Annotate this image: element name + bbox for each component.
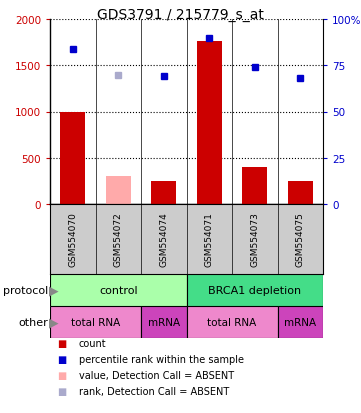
Bar bbox=[197, 42, 222, 204]
Bar bbox=[278, 306, 323, 338]
Text: BRCA1 depletion: BRCA1 depletion bbox=[208, 285, 301, 295]
Text: ▶: ▶ bbox=[49, 284, 58, 297]
Text: GSM554070: GSM554070 bbox=[68, 212, 77, 267]
Text: GSM554075: GSM554075 bbox=[296, 212, 305, 267]
Text: other: other bbox=[18, 317, 48, 327]
Bar bbox=[106, 177, 131, 204]
Bar bbox=[151, 181, 176, 204]
Bar bbox=[60, 112, 85, 204]
Text: mRNA: mRNA bbox=[148, 317, 180, 327]
Text: control: control bbox=[99, 285, 138, 295]
Text: GSM554073: GSM554073 bbox=[250, 212, 259, 267]
Text: value, Detection Call = ABSENT: value, Detection Call = ABSENT bbox=[79, 370, 234, 380]
Text: total RNA: total RNA bbox=[71, 317, 120, 327]
Bar bbox=[187, 274, 323, 306]
Text: total RNA: total RNA bbox=[207, 317, 257, 327]
Text: GDS3791 / 215779_s_at: GDS3791 / 215779_s_at bbox=[97, 8, 264, 22]
Bar bbox=[50, 306, 141, 338]
Text: count: count bbox=[79, 338, 106, 348]
Text: rank, Detection Call = ABSENT: rank, Detection Call = ABSENT bbox=[79, 386, 229, 396]
Text: percentile rank within the sample: percentile rank within the sample bbox=[79, 354, 244, 364]
Bar bbox=[141, 306, 187, 338]
Text: ■: ■ bbox=[57, 338, 66, 348]
Text: ■: ■ bbox=[57, 370, 66, 380]
Bar bbox=[187, 306, 278, 338]
Text: GSM554071: GSM554071 bbox=[205, 212, 214, 267]
Text: protocol: protocol bbox=[3, 285, 48, 295]
Bar bbox=[288, 181, 313, 204]
Bar bbox=[242, 168, 267, 204]
Text: GSM554072: GSM554072 bbox=[114, 212, 123, 267]
Text: ■: ■ bbox=[57, 386, 66, 396]
Text: ▶: ▶ bbox=[49, 316, 58, 329]
Text: GSM554074: GSM554074 bbox=[159, 212, 168, 267]
Text: ■: ■ bbox=[57, 354, 66, 364]
Text: mRNA: mRNA bbox=[284, 317, 316, 327]
Bar bbox=[50, 274, 187, 306]
